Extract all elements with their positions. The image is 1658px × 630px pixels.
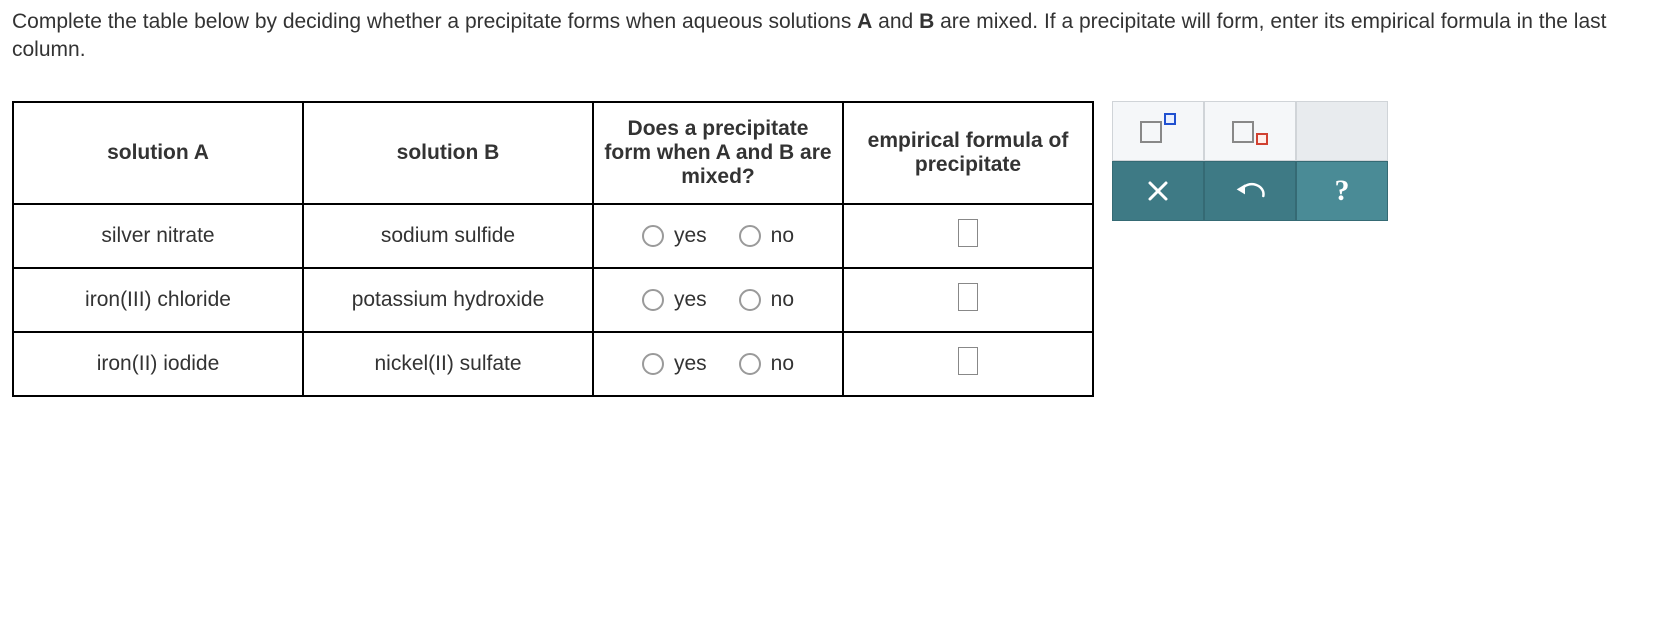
superscript-button[interactable] [1112, 101, 1204, 161]
cell-solution-b: sodium sulfide [303, 204, 593, 268]
question-instructions: Complete the table below by deciding whe… [12, 8, 1646, 65]
header-precipitate-forms: Does a precipitate form when A and B are… [593, 102, 843, 204]
instr-mid: and [872, 10, 919, 33]
help-button[interactable]: ? [1296, 161, 1388, 221]
table-header-row: solution A solution B Does a precipitate… [13, 102, 1093, 204]
instr-bold-a: A [857, 10, 872, 33]
radio-yes[interactable] [642, 289, 664, 311]
subscript-button[interactable] [1204, 101, 1296, 161]
radio-yes-label: yes [674, 224, 707, 248]
help-icon: ? [1335, 174, 1350, 208]
cell-yes-no: yes no [593, 204, 843, 268]
blank-tool [1296, 101, 1388, 161]
precipitate-table: solution A solution B Does a precipitate… [12, 101, 1094, 397]
cell-formula [843, 204, 1093, 268]
radio-no[interactable] [739, 225, 761, 247]
instr-bold-b: B [919, 10, 934, 33]
undo-button[interactable] [1204, 161, 1296, 221]
radio-no[interactable] [739, 289, 761, 311]
cell-yes-no: yes no [593, 332, 843, 396]
radio-yes-label: yes [674, 288, 707, 312]
subscript-icon [1230, 113, 1270, 149]
cell-solution-b: potassium hydroxide [303, 268, 593, 332]
formula-input[interactable] [958, 283, 978, 311]
clear-button[interactable] [1112, 161, 1204, 221]
formula-input[interactable] [958, 219, 978, 247]
cell-solution-a: iron(III) chloride [13, 268, 303, 332]
radio-yes-label: yes [674, 352, 707, 376]
formula-input[interactable] [958, 347, 978, 375]
instr-pre: Complete the table below by deciding whe… [12, 10, 857, 33]
cell-yes-no: yes no [593, 268, 843, 332]
cell-formula [843, 332, 1093, 396]
radio-no[interactable] [739, 353, 761, 375]
cell-solution-a: silver nitrate [13, 204, 303, 268]
cell-solution-b: nickel(II) sulfate [303, 332, 593, 396]
radio-yes[interactable] [642, 353, 664, 375]
radio-no-label: no [771, 224, 794, 248]
radio-no-label: no [771, 352, 794, 376]
close-icon [1147, 180, 1169, 202]
superscript-icon [1138, 113, 1178, 149]
header-solution-b: solution B [303, 102, 593, 204]
cell-formula [843, 268, 1093, 332]
radio-yes[interactable] [642, 225, 664, 247]
formula-toolbox: ? [1112, 101, 1388, 221]
table-row: silver nitrate sodium sulfide yes no [13, 204, 1093, 268]
header-empirical-formula: empirical formula of precipitate [843, 102, 1093, 204]
header-solution-a: solution A [13, 102, 303, 204]
undo-icon [1233, 181, 1267, 201]
radio-no-label: no [771, 288, 794, 312]
cell-solution-a: iron(II) iodide [13, 332, 303, 396]
table-row: iron(III) chloride potassium hydroxide y… [13, 268, 1093, 332]
table-row: iron(II) iodide nickel(II) sulfate yes n… [13, 332, 1093, 396]
